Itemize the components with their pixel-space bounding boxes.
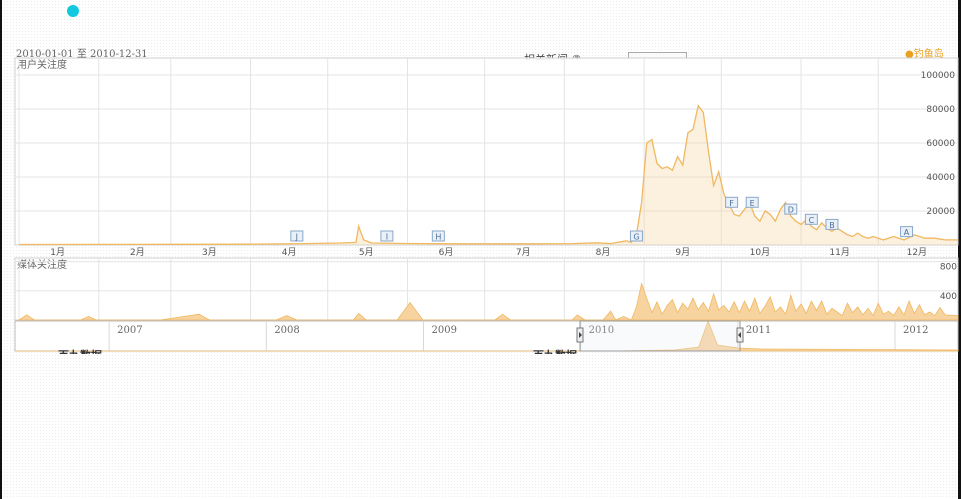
year-label: 2012 [903, 325, 928, 336]
y-tick-label: 400 [940, 292, 957, 302]
event-marker-label: E [750, 199, 755, 208]
slide-bullet-icon [67, 5, 79, 17]
year-label: 2010 [589, 325, 614, 336]
date-range-label: 2010-01-01 至 2010-12-31 [16, 49, 148, 60]
year-label: 2011 [746, 325, 771, 336]
event-marker-label: J [295, 233, 298, 242]
y-tick-label: 80000 [926, 105, 955, 115]
event-marker-label: B [829, 221, 835, 230]
year-label: 2009 [431, 325, 456, 336]
event-marker-label: G [633, 233, 639, 242]
event-marker-label: H [435, 233, 441, 242]
month-tick-label: 9月 [675, 247, 690, 258]
event-marker-A [900, 226, 914, 238]
keyword-legend: ●钓鱼岛 [905, 49, 944, 60]
y-tick-label: 20000 [926, 207, 955, 217]
overview-selection[interactable] [579, 320, 741, 352]
y-tick-label: 60000 [926, 139, 955, 149]
event-marker-H [431, 230, 445, 242]
media-attention-area [17, 282, 959, 321]
data-source-label-right: 百九数据 [533, 347, 577, 354]
month-tick-label: 1月 [50, 247, 65, 258]
related-news-dropdown[interactable] [628, 52, 687, 60]
y-tick-label: 100000 [921, 71, 956, 81]
month-tick-label: 7月 [516, 247, 531, 258]
event-marker-label: C [809, 216, 815, 225]
event-marker-E [745, 196, 759, 208]
range-handle-arrow-icon [738, 332, 741, 338]
month-tick-label: 5月 [359, 247, 374, 258]
event-marker-label: F [729, 199, 734, 208]
month-tick-label: 10月 [750, 247, 770, 258]
event-marker-J [290, 230, 304, 242]
month-tick-label: 11月 [829, 247, 849, 258]
user-attention-title: 用户关注度 [17, 58, 67, 71]
user-attention-area [19, 105, 958, 245]
event-marker-C [804, 213, 818, 225]
y-tick-label: 40000 [926, 173, 955, 183]
month-tick-label: 3月 [202, 247, 217, 258]
event-marker-I [380, 230, 394, 242]
month-tick-label: 6月 [439, 247, 454, 258]
event-marker-G [629, 230, 643, 242]
slide-border-right [958, 0, 961, 499]
event-marker-F [725, 196, 739, 208]
slide-border-left [0, 0, 2, 499]
month-tick-label: 4月 [282, 247, 297, 258]
media-attention-title: 媒体关注度 [17, 258, 67, 271]
event-marker-label: A [904, 228, 910, 237]
month-tick-label: 2月 [130, 247, 145, 258]
year-label: 2007 [117, 325, 142, 336]
y-tick-label: 800 [940, 263, 957, 273]
event-marker-label: D [788, 206, 794, 215]
event-marker-B [825, 218, 839, 230]
range-handle-arrow-icon [579, 332, 582, 338]
overview-panel [14, 320, 959, 352]
month-tick-label: 8月 [596, 247, 611, 258]
event-marker-label: I [386, 233, 388, 242]
year-label: 2008 [274, 325, 299, 336]
data-source-label-left: 百九数据 [58, 347, 102, 354]
event-marker-D [784, 203, 798, 215]
overview-area [15, 319, 959, 352]
month-tick-label: 12月 [907, 247, 927, 258]
related-news-label: 相关新闻 ⑦ [524, 53, 582, 60]
